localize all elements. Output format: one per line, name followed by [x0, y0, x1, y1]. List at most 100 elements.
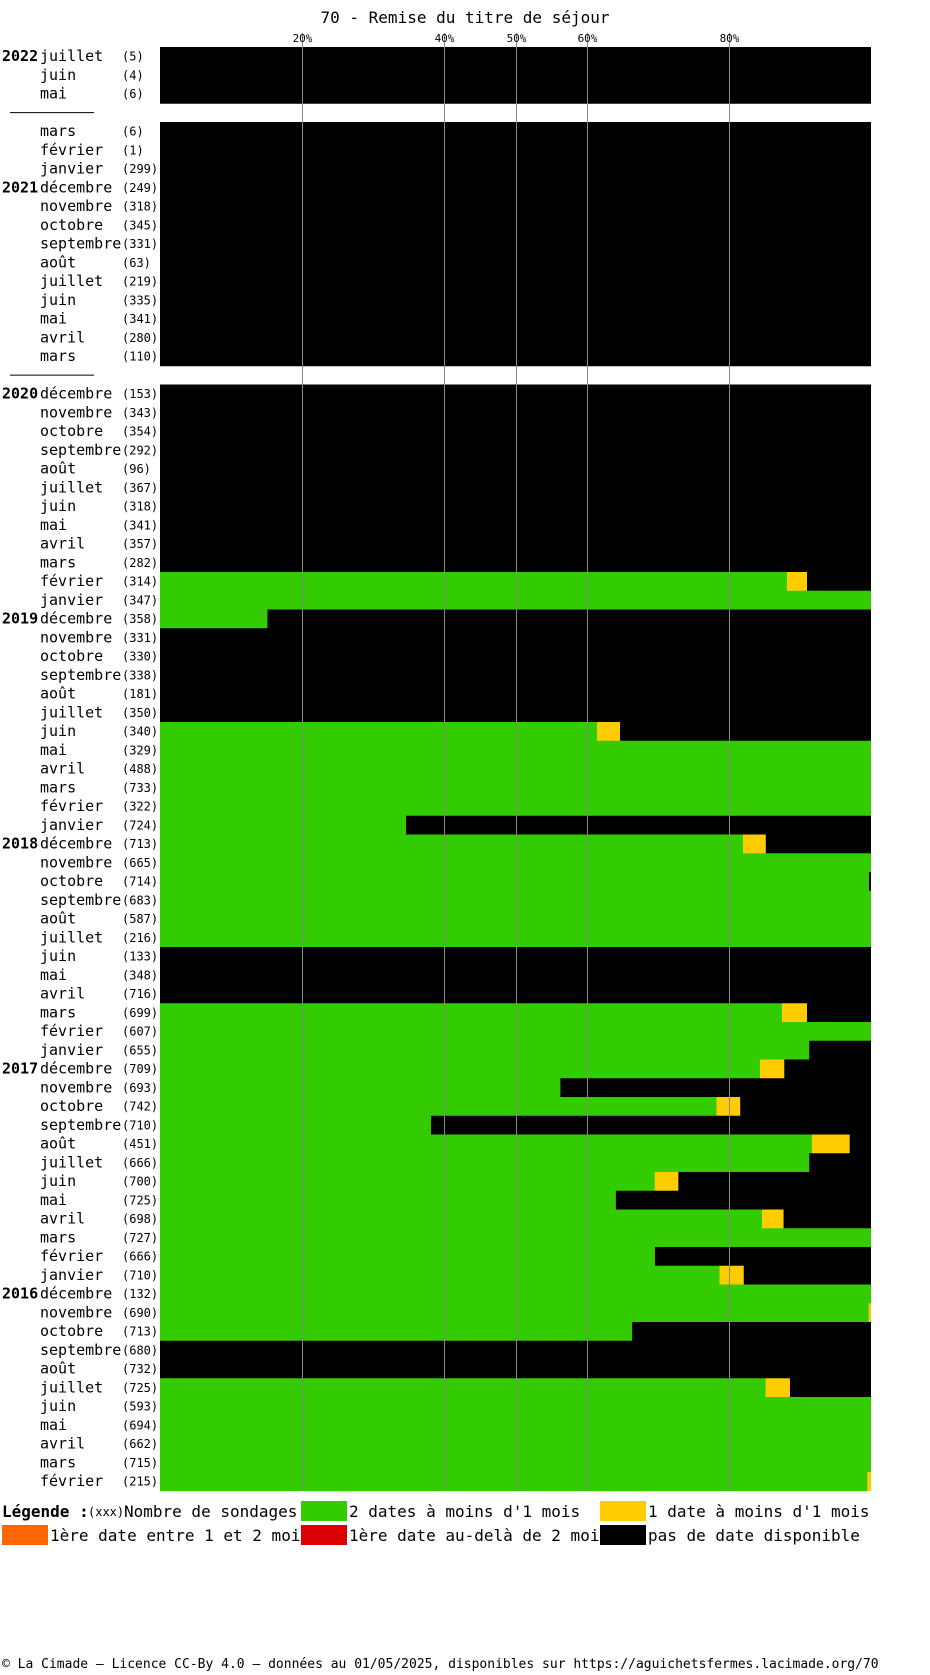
x-tick-label: 20%	[293, 32, 313, 45]
bar-segment-yellow	[868, 1303, 871, 1323]
bar-segment-black	[160, 122, 871, 142]
row-count-label: (216)	[122, 931, 158, 945]
bar-segment-black	[743, 1265, 871, 1285]
bar-segment-green	[160, 797, 871, 817]
bar-segment-black	[160, 515, 871, 535]
row-count-label: (354)	[122, 425, 158, 439]
row-year-label: 2017	[2, 1060, 38, 1078]
row-count-label: (343)	[122, 406, 158, 420]
legend-black-swatch	[600, 1525, 646, 1545]
row-month-label: septembre	[40, 1341, 121, 1359]
row-month-label: février	[40, 572, 103, 590]
row-count-label: (110)	[122, 350, 158, 364]
row-month-label: juillet	[40, 478, 103, 496]
legend-yellow-text: 1 date à moins d'1 mois	[648, 1502, 870, 1521]
bar-segment-black	[267, 609, 872, 629]
bar-segment-black	[160, 478, 871, 498]
row-count-label: (666)	[122, 1250, 158, 1264]
row-count-label: (451)	[122, 1137, 158, 1151]
row-count-label: (698)	[122, 1212, 158, 1226]
bar-segment-black	[620, 722, 871, 742]
bar-segment-black	[160, 1340, 871, 1360]
bar-segment-green	[160, 759, 871, 779]
bar-segment-black	[783, 1209, 871, 1229]
row-month-label: août	[40, 253, 76, 271]
row-count-label: (1)	[122, 143, 144, 157]
legend-red-swatch	[301, 1525, 347, 1545]
row-month-label: octobre	[40, 422, 103, 440]
row-month-label: septembre	[40, 1116, 121, 1134]
row-month-label: mars	[40, 122, 76, 140]
bar-segment-green	[160, 1472, 868, 1492]
row-count-label: (714)	[122, 875, 158, 889]
bar-segment-yellow	[654, 1172, 679, 1192]
x-tick-label: 80%	[720, 32, 740, 45]
bar-segment-green	[160, 590, 871, 610]
bar-segment-green	[160, 1434, 871, 1454]
row-count-label: (713)	[122, 837, 158, 851]
bar-segment-black	[160, 984, 871, 1004]
row-month-label: octobre	[40, 872, 103, 890]
row-count-label: (727)	[122, 1231, 158, 1245]
bar-segment-black	[160, 234, 871, 254]
row-month-label: août	[40, 685, 76, 703]
bar-segment-black	[160, 628, 871, 648]
legend-heading: Légende :	[2, 1502, 89, 1521]
row-month-label: février	[40, 797, 103, 815]
bar-segment-black	[849, 1134, 871, 1154]
bar-segment-green	[160, 1453, 871, 1473]
row-count-label: (96)	[122, 462, 151, 476]
bar-segment-green	[160, 1115, 431, 1135]
bar-segment-green	[160, 1078, 561, 1098]
row-count-label: (683)	[122, 893, 158, 907]
row-count-label: (282)	[122, 556, 158, 570]
row-year-label: 2016	[2, 1285, 38, 1303]
legend-black-text: pas de date disponible	[648, 1526, 860, 1545]
legend-green-swatch	[301, 1501, 347, 1521]
bar-segment-yellow	[867, 1472, 871, 1492]
bar-segment-green	[160, 872, 869, 892]
bar-segment-black	[430, 1115, 871, 1135]
row-count-label: (724)	[122, 818, 158, 832]
row-count-label: (488)	[122, 762, 158, 776]
bar-segment-black	[632, 1322, 871, 1342]
bar-segment-green	[160, 1415, 871, 1435]
legend-count-text: Nombre de sondages	[124, 1502, 298, 1521]
row-month-label: septembre	[40, 235, 121, 253]
legend-orange-text: 1ère date entre 1 et 2 mois	[50, 1526, 311, 1545]
row-count-label: (345)	[122, 218, 158, 232]
bar-segment-black	[765, 834, 871, 854]
bar-segment-black	[160, 403, 871, 423]
chart-title: 70 - Remise du titre de séjour	[320, 8, 610, 27]
row-count-label: (710)	[122, 1118, 158, 1132]
row-count-label: (299)	[122, 162, 158, 176]
row-count-label: (700)	[122, 1175, 158, 1189]
row-count-label: (680)	[122, 1343, 158, 1357]
bar-segment-yellow	[782, 1003, 808, 1023]
bar-segment-black	[160, 534, 871, 554]
row-month-label: mars	[40, 553, 76, 571]
row-year-label: 2018	[2, 835, 38, 853]
bar-segment-black	[160, 553, 871, 573]
bar-segment-black	[160, 47, 871, 67]
row-count-label: (347)	[122, 593, 158, 607]
row-month-label: juin	[40, 66, 76, 84]
row-count-label: (318)	[122, 200, 158, 214]
row-month-label: août	[40, 910, 76, 928]
row-month-label: avril	[40, 328, 85, 346]
row-month-label: mars	[40, 1453, 76, 1471]
footer-credit: © La Cimade — Licence CC-By 4.0 — donnée…	[2, 1657, 879, 1672]
row-month-label: janvier	[40, 816, 103, 834]
row-month-label: mars	[40, 1228, 76, 1246]
bar-segment-green	[160, 1040, 810, 1060]
bar-segment-green	[160, 834, 744, 854]
bar-segment-black	[160, 159, 871, 179]
row-month-label: mai	[40, 85, 67, 103]
bar-segment-green	[160, 1265, 720, 1285]
bar-segment-black	[740, 1097, 871, 1117]
bar-segment-black	[807, 1003, 871, 1023]
bar-segment-green	[160, 1378, 766, 1398]
row-count-label: (314)	[122, 575, 158, 589]
row-count-label: (6)	[122, 87, 144, 101]
row-count-label: (215)	[122, 1475, 158, 1489]
